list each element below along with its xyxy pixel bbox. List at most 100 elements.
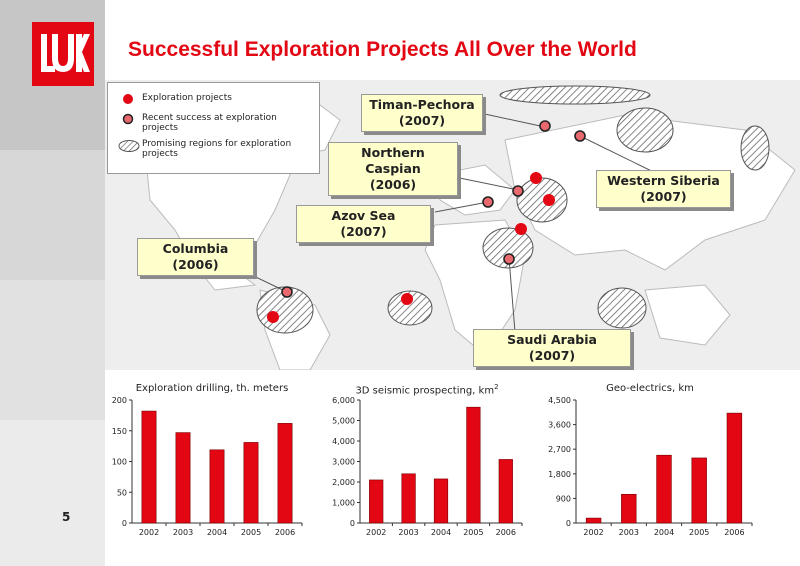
success-dot (281, 286, 293, 298)
success-dot (512, 185, 524, 197)
project-dot (530, 172, 542, 184)
chart-svg: 0 50 100 150 200 2002 2003 2004 2005 2006 (112, 396, 303, 537)
legend-item: Exploration projects (118, 93, 302, 107)
y-tick-label: 5,000 (332, 417, 355, 426)
sidebar-band (0, 420, 105, 566)
x-tick-label: 2004 (654, 528, 674, 537)
region-west-siberia (616, 107, 674, 153)
bar (243, 442, 259, 524)
region-east-siberia (740, 125, 770, 171)
chart-title: Geo-electrics, km (606, 383, 694, 394)
bar (141, 410, 157, 524)
legend-label: Recent success at exploration projects (142, 113, 277, 133)
project-dot (267, 311, 279, 323)
project-dot (515, 223, 527, 235)
bar (691, 457, 707, 524)
chart-title-superscript: 2 (494, 383, 499, 391)
y-tick-label: 50 (117, 488, 127, 497)
region-indonesia (597, 287, 647, 329)
x-tick-label: 2003 (619, 528, 639, 537)
callout-year: (2007) (398, 113, 446, 128)
callout-year: (2007) (340, 224, 387, 239)
y-tick-label: 3,600 (548, 421, 571, 430)
sidebar-band (0, 150, 105, 280)
bar (401, 473, 416, 524)
legend-item: Promising regions for exploration projec… (118, 139, 302, 159)
y-tick-label: 900 (556, 494, 571, 503)
bar (369, 479, 384, 524)
callout-year: (2007) (528, 348, 576, 363)
chart-title: 3D seismic prospecting, km2 (322, 383, 532, 396)
australia-shape (644, 284, 731, 346)
callout-year: (2006) (369, 177, 417, 192)
callout-azov-sea: Azov Sea (2007) (296, 205, 431, 243)
red-dot-icon (118, 93, 142, 107)
bar (585, 517, 602, 524)
callout-northern-caspian: Northern Caspian (2006) (328, 142, 458, 196)
y-tick-label: 6,000 (332, 396, 355, 405)
y-tick-label: 2,700 (548, 445, 571, 454)
y-tick-label: 2,000 (332, 478, 355, 487)
y-tick-label: 4,000 (332, 437, 355, 446)
chart-exploration-drilling: Exploration drilling, th. meters 0 50 100 1… (112, 378, 312, 538)
x-tick-label: 2002 (139, 528, 159, 537)
project-dot (401, 293, 413, 305)
success-dot (539, 120, 551, 132)
x-tick-label: 2006 (496, 528, 516, 537)
hatched-ellipse-icon (118, 139, 142, 153)
y-tick-label: 0 (566, 519, 571, 528)
success-dot (482, 196, 494, 208)
project-dot (543, 194, 555, 206)
x-tick-label: 2006 (275, 528, 295, 537)
chart-3d-seismic: 3D seismic prospecting, km2 0 1,000 2,000 3… (322, 378, 532, 538)
legend-item: Recent success at exploration projects (118, 113, 302, 133)
bar (466, 406, 481, 524)
bar (209, 449, 225, 524)
chart-geo-electrics: Geo-electrics, km 0 900 1,800 2,700 3,600 4,5… (540, 378, 760, 538)
page-title: Successful Exploration Projects All Over… (128, 38, 637, 61)
x-tick-label: 2005 (241, 528, 261, 537)
x-tick-label: 2002 (366, 528, 386, 537)
y-tick-label: 0 (122, 519, 127, 528)
callout-saudi-arabia: Saudi Arabia (2007) (473, 329, 631, 367)
y-tick-label: 4,500 (548, 396, 571, 405)
callout-year: (2006) (172, 257, 219, 272)
bar (726, 412, 743, 524)
chart-svg: 0 900 1,800 2,700 3,600 4,500 2002 2003 2004 2005… (548, 396, 753, 537)
callout-region: Columbia (162, 241, 229, 256)
bar (621, 494, 637, 524)
callout-year: (2007) (640, 189, 687, 204)
callout-columbia: Columbia (2006) (137, 238, 254, 276)
y-tick-label: 1,000 (332, 499, 355, 508)
bar (175, 432, 191, 524)
x-tick-label: 2003 (398, 528, 418, 537)
callout-timan-pechora: Timan-Pechora (2007) (361, 94, 483, 132)
region-caspian (516, 177, 568, 223)
callout-region: Saudi Arabia (507, 332, 597, 347)
legend-label: Promising regions for exploration projec… (142, 139, 292, 159)
x-tick-label: 2005 (689, 528, 709, 537)
x-tick-label: 2004 (431, 528, 451, 537)
chart-title: Exploration drilling, th. meters (135, 383, 289, 394)
legend-label: Exploration projects (142, 93, 232, 103)
bar (277, 423, 293, 524)
success-dot (574, 130, 586, 142)
bar (656, 454, 672, 524)
success-dot (503, 253, 515, 265)
y-tick-label: 1,800 (548, 470, 571, 479)
sidebar-band (0, 280, 105, 420)
chart-title-text: 3D seismic prospecting, km (355, 385, 495, 397)
x-tick-label: 2004 (207, 528, 227, 537)
red-dot-outlined-icon (118, 113, 142, 127)
y-tick-label: 0 (350, 519, 355, 528)
x-tick-label: 2002 (583, 528, 603, 537)
bar (498, 459, 513, 524)
y-tick-label: 100 (112, 458, 127, 467)
company-logo (32, 22, 94, 86)
region-saudi-arabia (482, 227, 534, 269)
map-legend: Exploration projects Recent success at e… (107, 82, 320, 174)
bar (433, 478, 449, 524)
callout-region: Western Siberia (607, 173, 720, 188)
x-tick-label: 2003 (173, 528, 193, 537)
x-tick-label: 2006 (724, 528, 744, 537)
